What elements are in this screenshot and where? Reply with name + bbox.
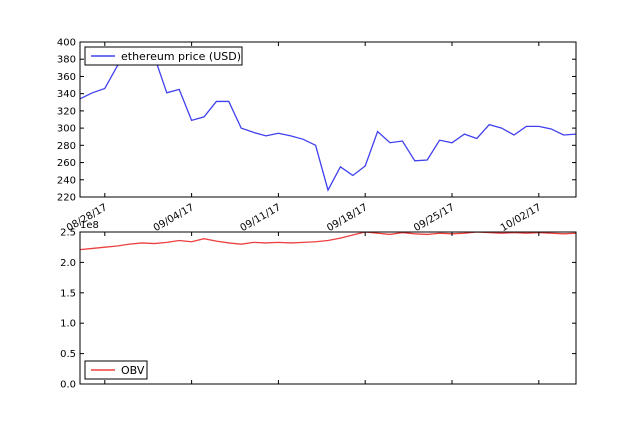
x-tick-label: 09/18/17 <box>325 202 369 234</box>
y-scale-label: 1e8 <box>80 220 99 231</box>
x-tick-label: 09/04/17 <box>152 202 196 234</box>
y-tick-label: 340 <box>57 89 76 100</box>
y-tick-label: 260 <box>57 158 76 169</box>
y-tick-label: 220 <box>57 193 76 204</box>
y-tick-label: 280 <box>57 141 76 152</box>
y-tick-label: 300 <box>57 124 76 135</box>
y-tick-label: 2.0 <box>60 258 76 269</box>
y-tick-label: 1.0 <box>60 319 76 330</box>
series-line-obv-0 <box>80 232 576 251</box>
legend: ethereum price (USD) <box>84 46 243 66</box>
legend-label: ethereum price (USD) <box>121 50 241 63</box>
y-tick-label: 0.0 <box>60 380 76 391</box>
axes-frame <box>79 41 577 198</box>
y-tick-label: 320 <box>57 106 76 117</box>
y-tick-label: 0.5 <box>60 349 76 360</box>
obv-chart-panel: 0.0 0.5 1.0 1.5 2.0 2.5 1e8 OBV <box>60 220 577 391</box>
x-tick-label: 09/11/17 <box>238 202 282 234</box>
x-tick-label: 09/25/17 <box>412 202 456 234</box>
legend-label: OBV <box>121 364 145 377</box>
y-tick-label: 380 <box>57 55 76 66</box>
y-tick-label: 1.5 <box>60 288 76 299</box>
legend: OBV <box>84 360 148 380</box>
y-tick-label: 240 <box>57 175 76 186</box>
legend-box <box>84 360 148 380</box>
y-tick-label: 360 <box>57 72 76 83</box>
y-tick-label: 2.5 <box>60 228 76 239</box>
legend-box <box>84 46 243 66</box>
y-tick-label: 400 <box>57 38 76 49</box>
series-line-price-0 <box>80 48 576 192</box>
x-tick-label: 10/02/17 <box>499 202 543 234</box>
axes-frame <box>79 231 577 385</box>
